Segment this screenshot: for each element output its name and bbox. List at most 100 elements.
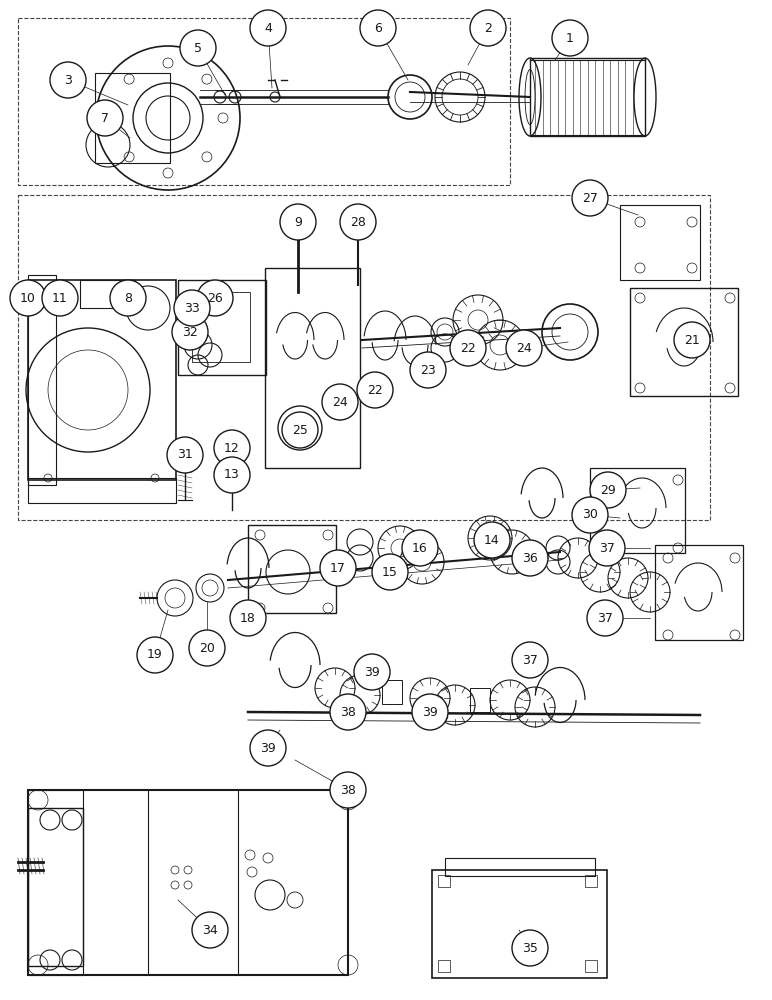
Circle shape — [137, 637, 173, 673]
Text: 26: 26 — [207, 292, 223, 304]
Text: 15: 15 — [382, 566, 398, 578]
Bar — [28, 478, 176, 503]
Bar — [655, 545, 743, 640]
Circle shape — [474, 522, 510, 558]
Bar — [28, 275, 56, 485]
Text: 18: 18 — [240, 611, 256, 624]
Text: 27: 27 — [582, 192, 598, 205]
Circle shape — [372, 554, 408, 590]
Text: 2: 2 — [484, 21, 492, 34]
Bar — [382, 680, 402, 704]
Circle shape — [230, 600, 266, 636]
Bar — [248, 525, 336, 613]
Text: 24: 24 — [516, 342, 532, 355]
Text: 7: 7 — [101, 111, 109, 124]
Bar — [585, 875, 597, 887]
Bar — [95, 73, 170, 163]
Circle shape — [590, 472, 626, 508]
Text: 4: 4 — [264, 21, 272, 34]
Text: 17: 17 — [330, 562, 346, 574]
Circle shape — [250, 10, 286, 46]
Circle shape — [354, 654, 390, 690]
Bar — [192, 292, 250, 362]
Circle shape — [572, 180, 608, 216]
Circle shape — [322, 384, 358, 420]
Bar — [438, 960, 450, 972]
Circle shape — [512, 642, 548, 678]
Circle shape — [552, 20, 588, 56]
Bar — [28, 280, 176, 480]
Text: 30: 30 — [582, 508, 598, 522]
Bar — [438, 875, 450, 887]
Circle shape — [674, 322, 710, 358]
Text: 5: 5 — [194, 41, 202, 54]
Text: 14: 14 — [484, 534, 500, 546]
Text: 33: 33 — [185, 302, 200, 314]
Circle shape — [50, 62, 86, 98]
Circle shape — [172, 314, 208, 350]
Text: 35: 35 — [522, 942, 538, 954]
Circle shape — [330, 694, 366, 730]
Text: 34: 34 — [202, 924, 218, 936]
Text: 16: 16 — [412, 542, 428, 554]
Bar — [28, 790, 348, 975]
Text: 21: 21 — [684, 334, 700, 347]
Circle shape — [180, 30, 216, 66]
Circle shape — [512, 540, 548, 576]
Text: 29: 29 — [600, 484, 616, 496]
Circle shape — [587, 600, 623, 636]
Text: 23: 23 — [420, 363, 436, 376]
Text: 9: 9 — [294, 216, 302, 229]
Circle shape — [42, 280, 78, 316]
Text: 32: 32 — [182, 326, 198, 338]
Circle shape — [360, 10, 396, 46]
Circle shape — [450, 330, 486, 366]
Circle shape — [330, 772, 366, 808]
Circle shape — [412, 694, 448, 730]
Text: 24: 24 — [332, 395, 348, 408]
Bar — [432, 870, 607, 978]
Circle shape — [512, 930, 548, 966]
Text: 8: 8 — [124, 292, 132, 304]
Circle shape — [192, 912, 228, 948]
Text: 39: 39 — [422, 706, 438, 718]
Bar — [178, 280, 266, 375]
Bar — [530, 58, 645, 136]
Circle shape — [189, 630, 225, 666]
Text: 25: 25 — [292, 424, 308, 436]
Circle shape — [589, 530, 625, 566]
Circle shape — [282, 412, 318, 448]
Circle shape — [506, 330, 542, 366]
Bar — [630, 288, 738, 396]
Circle shape — [250, 730, 286, 766]
Bar — [80, 280, 135, 308]
Bar — [470, 688, 490, 712]
Text: 37: 37 — [599, 542, 615, 554]
Bar — [590, 468, 685, 553]
Bar — [620, 205, 700, 280]
Circle shape — [214, 457, 250, 493]
Text: 38: 38 — [340, 706, 356, 718]
Text: 11: 11 — [52, 292, 68, 304]
Circle shape — [167, 437, 203, 473]
Text: 22: 22 — [460, 342, 476, 355]
Circle shape — [197, 280, 233, 316]
Text: 20: 20 — [199, 642, 215, 654]
Text: 10: 10 — [20, 292, 36, 304]
Circle shape — [572, 497, 608, 533]
Text: 13: 13 — [224, 468, 240, 482]
Bar — [28, 790, 83, 975]
Bar — [445, 858, 595, 876]
Circle shape — [10, 280, 46, 316]
Text: 19: 19 — [147, 648, 163, 662]
Circle shape — [87, 100, 123, 136]
Text: 12: 12 — [224, 442, 240, 454]
Text: 6: 6 — [374, 21, 382, 34]
Circle shape — [340, 204, 376, 240]
Bar — [28, 808, 83, 966]
Circle shape — [110, 280, 146, 316]
Text: 28: 28 — [350, 216, 366, 229]
Circle shape — [280, 204, 316, 240]
Text: 31: 31 — [177, 448, 193, 462]
Text: 1: 1 — [566, 31, 574, 44]
